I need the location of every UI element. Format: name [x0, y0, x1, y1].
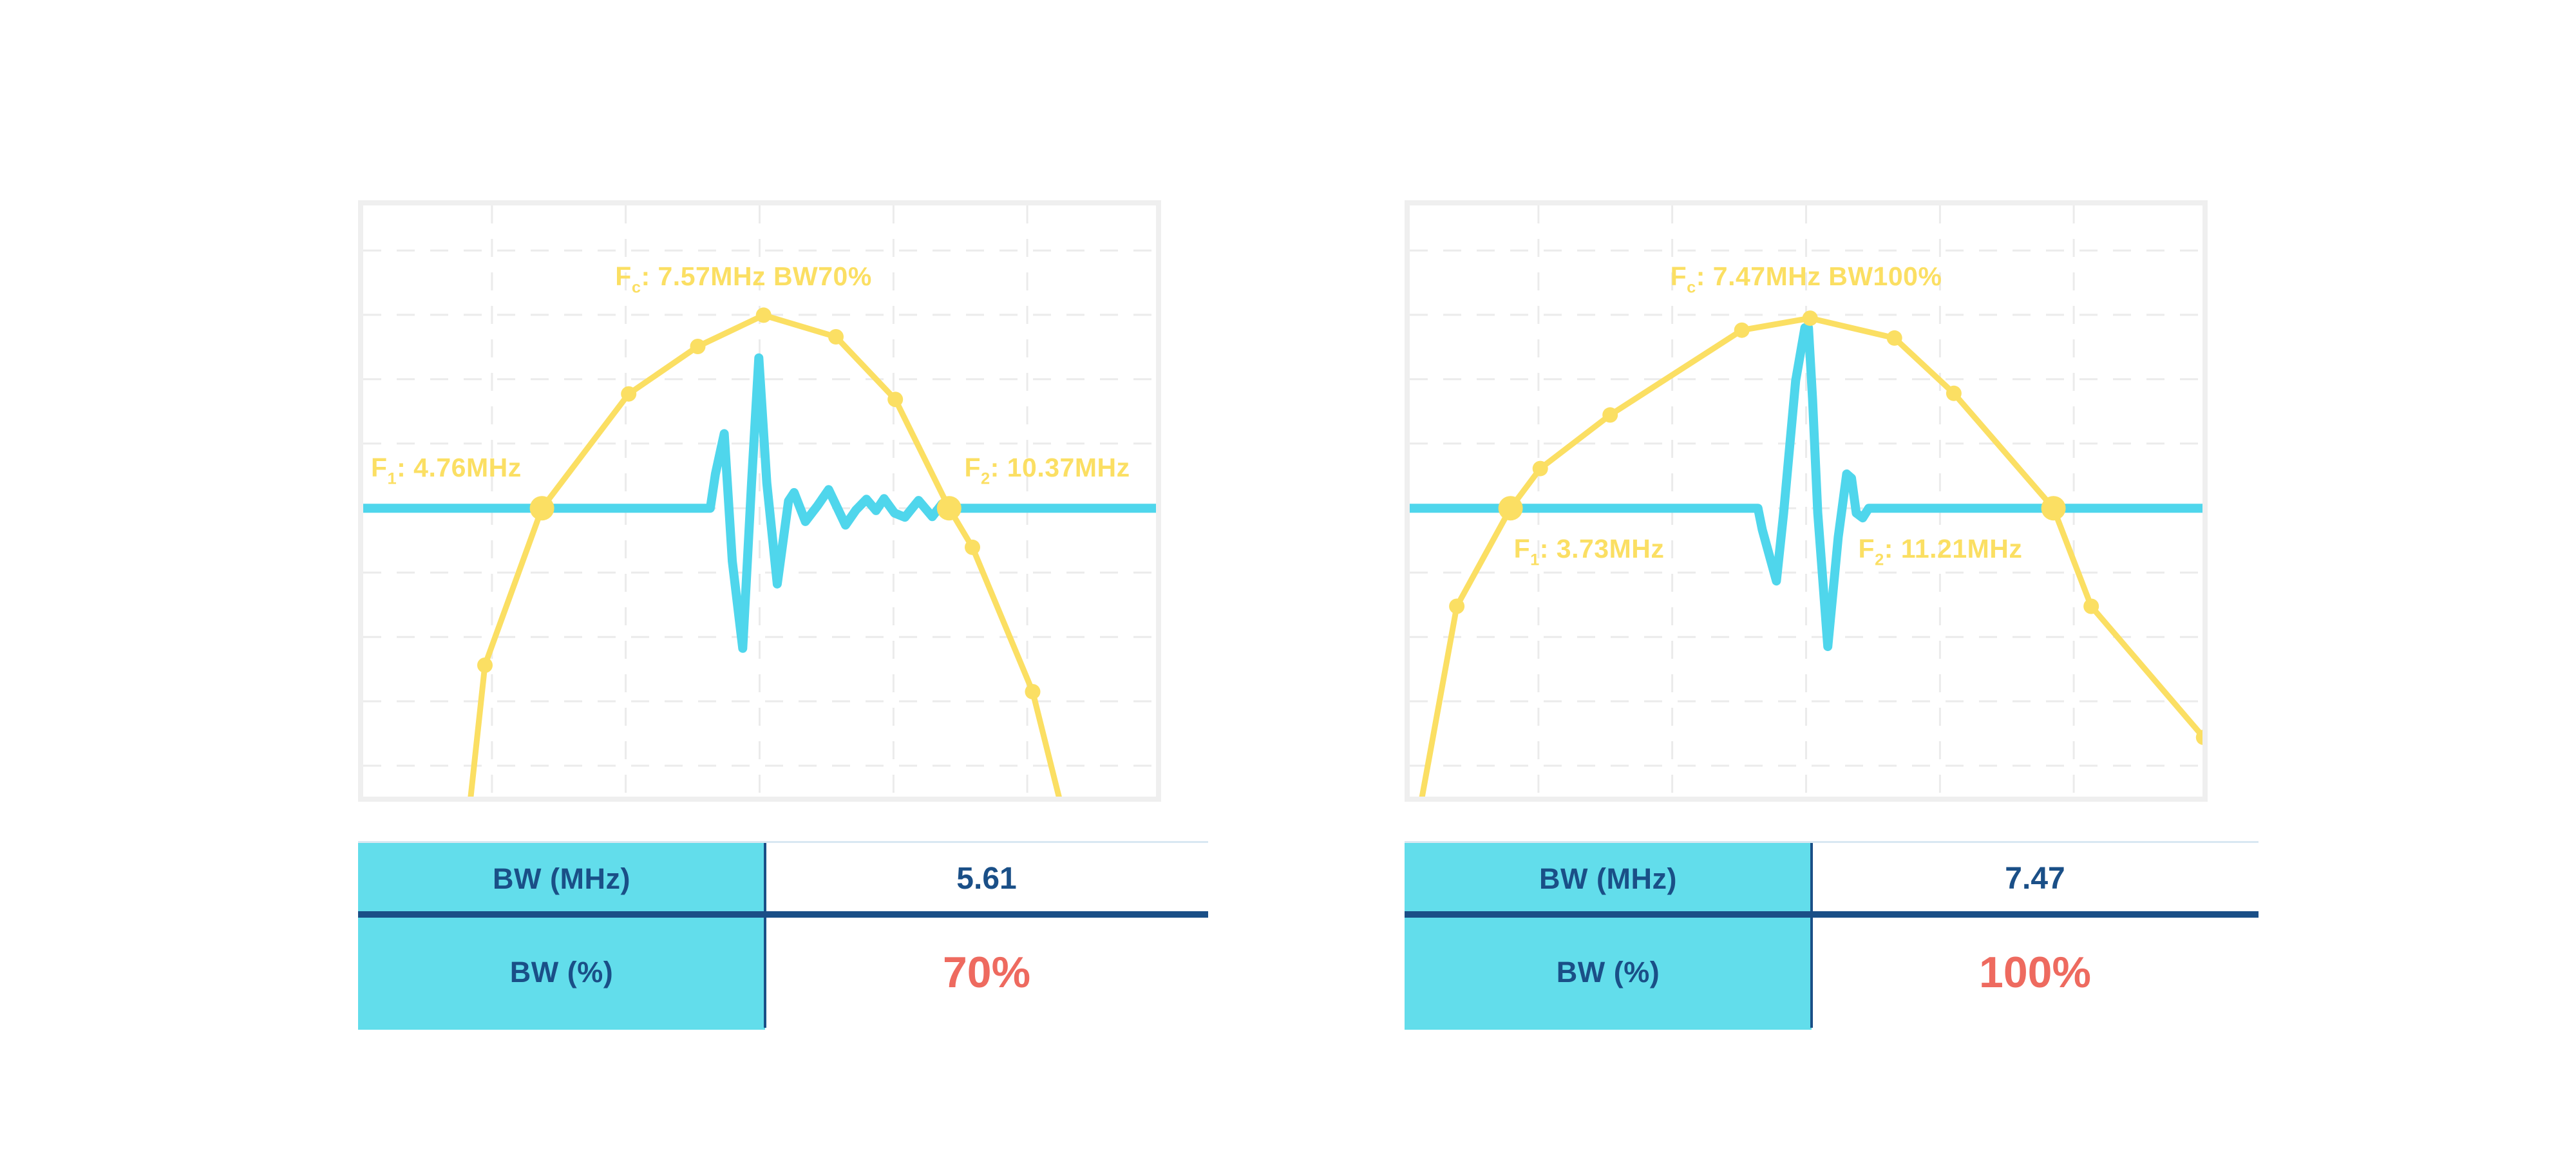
pulse-curve [358, 353, 1161, 653]
f2-subscript: 2 [1875, 551, 1884, 569]
band-edge-marker [1498, 496, 1523, 521]
f2-prefix: F [1858, 534, 1875, 564]
data-point-marker [887, 392, 904, 408]
data-point-marker [1734, 322, 1750, 338]
data-point-marker [2083, 598, 2099, 614]
f1-subscript: 1 [387, 469, 397, 488]
fc-subscript: c [1687, 278, 1696, 297]
data-point-marker [1886, 330, 1902, 346]
left-bw-table: BW (MHz) 5.61 BW (%) 70% [358, 841, 1208, 1030]
right-bw-table: BW (MHz) 7.47 BW (%) 100% [1405, 841, 2259, 1030]
data-point-marker [965, 539, 980, 555]
bw-pct-value: 100% [1812, 914, 2259, 1030]
f2-text: : 10.37MHz [990, 453, 1130, 483]
left-chart-canvas [358, 200, 1161, 802]
data-point-marker [1602, 407, 1618, 423]
table-row: BW (MHz) 7.47 [1405, 843, 2259, 914]
f1-prefix: F [370, 453, 388, 483]
spectrum-curve [1418, 315, 2207, 802]
bw-mhz-value: 5.61 [765, 843, 1208, 914]
table-row-divider [358, 911, 1208, 918]
right-f1-annotation: F1: 3.73MHz [1514, 536, 1665, 569]
bw-pct-value: 70% [765, 914, 1208, 1030]
data-point-marker [621, 386, 637, 402]
plot-border [1405, 200, 2208, 802]
data-point-marker [1802, 310, 1818, 326]
f1-subscript: 1 [1530, 551, 1540, 569]
data-point-marker [1946, 385, 1962, 401]
plot-border [358, 200, 1161, 802]
bw-mhz-label-cell: BW (MHz) [358, 843, 765, 914]
bw-mhz-value: 7.47 [1812, 843, 2259, 914]
data-point-marker [828, 329, 844, 345]
f1-text: : 4.76MHz [397, 453, 522, 483]
table-row-divider [1405, 911, 2259, 918]
table-column-divider [1810, 843, 1813, 1028]
f2-subscript: 2 [981, 469, 990, 488]
data-point-marker [1449, 598, 1465, 614]
fc-prefix: F [615, 261, 632, 292]
table-row: BW (MHz) 5.61 [358, 843, 1208, 914]
right-f2-annotation: F2: 11.21MHz [1859, 536, 2023, 569]
spectrum-curve [467, 312, 1063, 802]
fc-text: : 7.47MHz BW100% [1696, 261, 1942, 292]
left-fc-annotation: Fc: 7.57MHz BW70% [358, 263, 1129, 296]
left-f1-annotation: F1: 4.76MHz [371, 455, 544, 487]
f1-prefix: F [1513, 534, 1531, 564]
band-edge-marker [936, 496, 961, 521]
f2-text: : 11.21MHz [1884, 534, 2023, 564]
f1-text: : 3.73MHz [1539, 534, 1665, 564]
table-row: BW (%) 100% [1405, 914, 2259, 1030]
data-point-marker [690, 339, 706, 354]
left-chart: Fc: 7.57MHz BW70% F1: 4.76MHz F2: 10.37M… [358, 200, 1161, 802]
f2-prefix: F [964, 453, 981, 483]
fc-text: : 7.57MHz BW70% [641, 261, 872, 292]
bw-pct-label-cell: BW (%) [1405, 914, 1812, 1030]
fc-subscript: c [631, 278, 641, 297]
bw-mhz-label-cell: BW (MHz) [1405, 843, 1812, 914]
pulse-curve [1405, 323, 2208, 651]
band-edge-marker [2041, 496, 2066, 521]
left-f2-annotation: F2: 10.37MHz [964, 455, 1130, 487]
table-column-divider [764, 843, 766, 1028]
bw-pct-label-cell: BW (%) [358, 914, 765, 1030]
data-point-marker [477, 657, 493, 673]
table-row: BW (%) 70% [358, 914, 1208, 1030]
data-point-marker [1532, 460, 1548, 477]
fc-prefix: F [1670, 261, 1687, 292]
band-edge-marker [529, 496, 554, 521]
right-fc-annotation: Fc: 7.47MHz BW100% [1405, 263, 2208, 296]
data-point-marker [755, 307, 772, 323]
right-chart-canvas [1405, 200, 2208, 802]
right-chart: Fc: 7.47MHz BW100% F1: 3.73MHz F2: 11.21… [1405, 200, 2208, 802]
data-point-marker [1025, 684, 1041, 700]
